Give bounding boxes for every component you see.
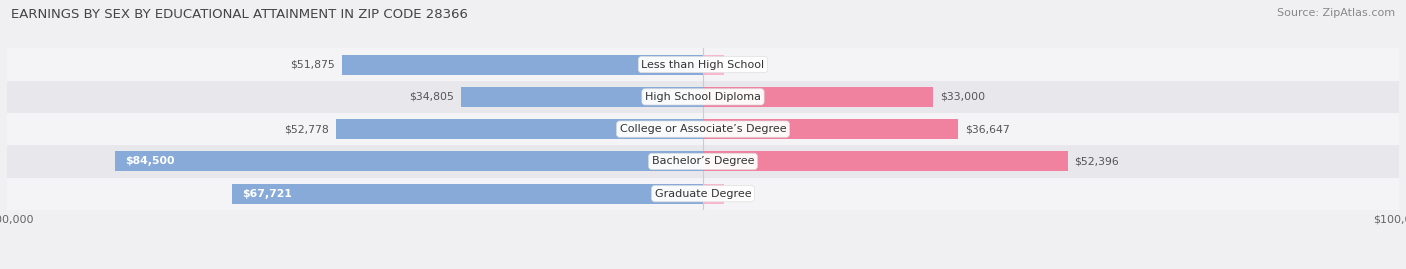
Bar [115, 151, 703, 171]
Text: $84,500: $84,500 [125, 156, 174, 167]
Bar [7, 145, 1399, 178]
Text: $34,805: $34,805 [409, 92, 454, 102]
Text: $52,396: $52,396 [1074, 156, 1119, 167]
Bar [703, 87, 932, 107]
Bar [7, 113, 1399, 145]
Bar [703, 119, 957, 139]
Text: $36,647: $36,647 [965, 124, 1010, 134]
Bar [7, 48, 1399, 81]
Text: Bachelor’s Degree: Bachelor’s Degree [652, 156, 754, 167]
Text: $0: $0 [731, 59, 745, 70]
Text: High School Diploma: High School Diploma [645, 92, 761, 102]
Bar [703, 151, 1067, 171]
Text: Less than High School: Less than High School [641, 59, 765, 70]
Text: EARNINGS BY SEX BY EDUCATIONAL ATTAINMENT IN ZIP CODE 28366: EARNINGS BY SEX BY EDUCATIONAL ATTAINMEN… [11, 8, 468, 21]
Text: Graduate Degree: Graduate Degree [655, 189, 751, 199]
Text: $52,778: $52,778 [284, 124, 329, 134]
Text: Source: ZipAtlas.com: Source: ZipAtlas.com [1277, 8, 1395, 18]
Bar [342, 55, 703, 75]
Bar [703, 55, 724, 75]
Bar [7, 81, 1399, 113]
Bar [336, 119, 703, 139]
Legend: Male, Female: Male, Female [641, 266, 765, 269]
Bar [7, 178, 1399, 210]
Text: $33,000: $33,000 [939, 92, 984, 102]
Text: $0: $0 [731, 189, 745, 199]
Text: $51,875: $51,875 [290, 59, 335, 70]
Bar [232, 184, 703, 204]
Text: College or Associate’s Degree: College or Associate’s Degree [620, 124, 786, 134]
Bar [703, 184, 724, 204]
Text: $67,721: $67,721 [242, 189, 292, 199]
Bar [461, 87, 703, 107]
